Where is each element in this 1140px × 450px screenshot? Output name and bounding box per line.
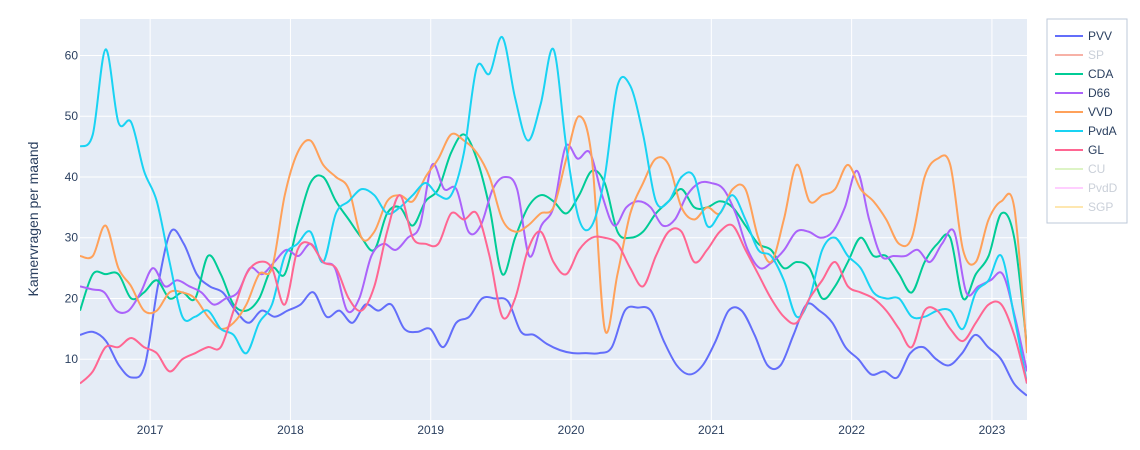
x-tick-label: 2020 — [558, 423, 585, 437]
series-line-gl — [80, 194, 1027, 385]
x-tick-label: 2022 — [838, 423, 865, 437]
legend-item-pvda[interactable]: PvdA — [1055, 124, 1117, 138]
legend-label: PvdD — [1088, 181, 1118, 195]
y-tick-label: 40 — [65, 170, 79, 184]
series-lines — [80, 36, 1027, 397]
y-axis-ticks: 10 20 30 40 50 60 — [65, 48, 79, 366]
legend-label: VVD — [1088, 105, 1113, 119]
legend[interactable]: PVV SP CDA D66 VVD PvdA GL CU PvdD SGP — [1046, 18, 1128, 224]
y-tick-label: 30 — [65, 231, 79, 245]
legend-item-pvdd[interactable]: PvdD — [1055, 181, 1118, 195]
legend-item-vvd[interactable]: VVD — [1055, 105, 1113, 119]
legend-item-sp[interactable]: SP — [1055, 48, 1104, 62]
legend-box — [1046, 18, 1128, 224]
legend-item-pvv[interactable]: PVV — [1055, 29, 1112, 43]
legend-label: GL — [1088, 143, 1104, 157]
gridlines — [80, 19, 1027, 420]
x-tick-label: 2021 — [698, 423, 725, 437]
legend-item-cu[interactable]: CU — [1055, 162, 1105, 176]
legend-item-cda[interactable]: CDA — [1055, 67, 1113, 81]
y-tick-label: 10 — [65, 352, 79, 366]
series-line-pvda — [80, 36, 1027, 384]
series-line-cda — [80, 133, 1027, 348]
legend-label: PVV — [1088, 29, 1112, 43]
y-tick-label: 50 — [65, 109, 79, 123]
legend-label: PvdA — [1088, 124, 1117, 138]
plot-background — [80, 19, 1027, 420]
legend-item-sgp[interactable]: SGP — [1055, 200, 1113, 214]
x-tick-label: 2017 — [137, 423, 164, 437]
y-axis-title: Kamervragen per maand — [25, 142, 41, 297]
series-line-pvv — [80, 228, 1027, 397]
legend-label: CU — [1088, 162, 1105, 176]
series-line-vvd — [80, 115, 1027, 354]
x-tick-label: 2018 — [277, 423, 304, 437]
legend-label: CDA — [1088, 67, 1113, 81]
y-tick-label: 60 — [65, 48, 79, 62]
x-tick-label: 2023 — [979, 423, 1006, 437]
y-tick-label: 20 — [65, 291, 79, 305]
legend-label: SP — [1088, 48, 1104, 62]
legend-item-gl[interactable]: GL — [1055, 143, 1104, 157]
x-axis-ticks: 2017 2018 2019 2020 2021 2022 2023 — [137, 423, 1006, 437]
legend-label: SGP — [1088, 200, 1113, 214]
legend-label: D66 — [1088, 86, 1110, 100]
x-tick-label: 2019 — [417, 423, 444, 437]
legend-item-d66[interactable]: D66 — [1055, 86, 1110, 100]
